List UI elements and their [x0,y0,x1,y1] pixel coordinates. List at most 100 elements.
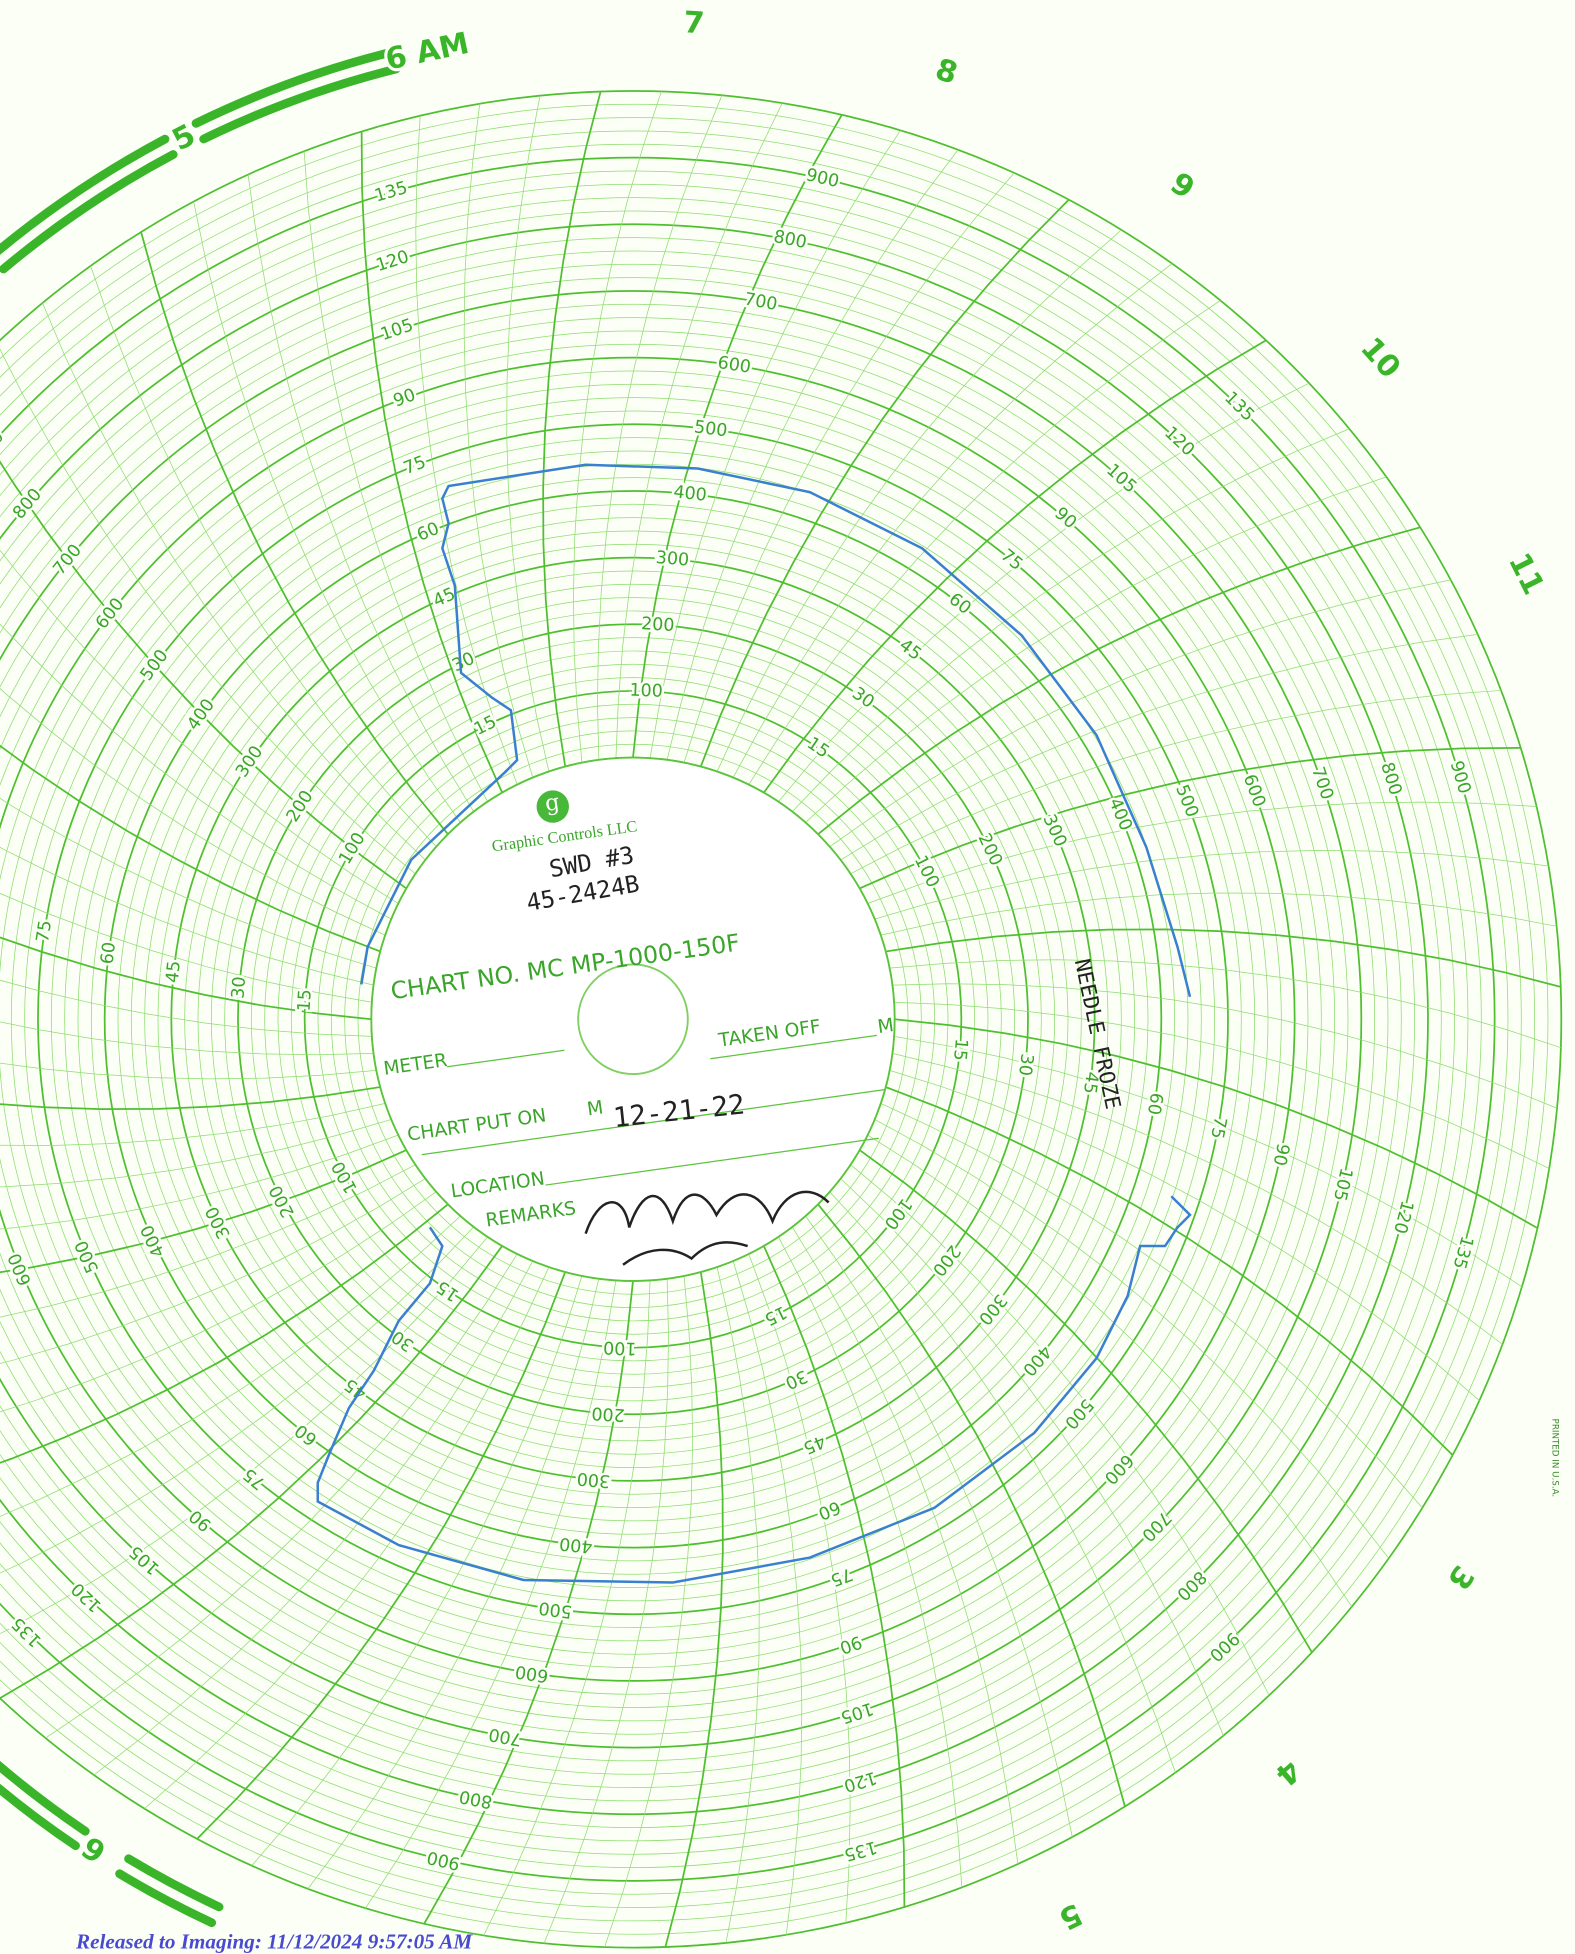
scale-label: 60 [98,941,121,966]
scale-label: 45 [163,960,185,984]
ring-minor [224,610,1042,1428]
ring-minor [290,677,976,1362]
ring-major [103,490,1163,1549]
ring-minor [77,463,1189,1575]
time-line-major [763,1245,906,1907]
time-line-minor [303,151,488,802]
hour-band [0,150,178,274]
ring-minor [0,184,1469,1855]
ring-minor [277,663,989,1375]
ring-major [0,356,1296,1682]
time-line-major [0,744,381,953]
time-line-minor [778,1236,963,1888]
time-line-minor [829,579,1451,847]
time-line-minor [840,633,1478,861]
time-line-minor [791,1226,1019,1865]
time-line-minor [415,115,518,785]
taken-off-m: M [876,1015,895,1038]
time-line-major [0,460,407,890]
ring-minor [0,170,1482,1868]
time-line-minor [365,1280,617,1909]
time-line-minor [463,103,534,778]
hour-band [0,1760,90,1836]
hour-band [0,134,170,255]
ring-minor [50,437,1216,1602]
time-line-minor [0,1119,392,1188]
time-line-minor [778,382,1310,802]
scale-label: 200 [641,614,675,636]
ring-minor [0,104,1549,1935]
ring-minor [10,397,1256,1642]
time-line-minor [251,1275,583,1866]
scale-label: 500 [538,1597,574,1621]
footer: Released to Imaging: 11/12/2024 9:57:05 … [75,1930,473,1954]
hour-band [0,1783,80,1851]
ring-major [37,423,1229,1616]
time-line-minor [573,91,662,763]
time-line-minor [748,1253,851,1923]
time-line-major [885,928,1561,988]
ring-minor [210,597,1056,1442]
chart-put-on-m: M [586,1097,605,1120]
time-line-minor [0,1191,437,1413]
time-line-minor [892,983,1558,1109]
time-line-major [664,1271,724,1948]
ring-minor [317,703,949,1335]
time-line-minor [892,1053,1503,1345]
ring-minor [0,304,1349,1735]
time-line-minor [0,1178,426,1364]
time-line-minor [0,1021,374,1056]
time-line-major [0,1149,407,1274]
ring-minor [330,717,936,1322]
time-line-minor [42,302,426,861]
time-line-minor [247,174,475,812]
printed-in: PRINTED IN U.S.A. [1550,1419,1560,1498]
scale-label: 30 [1014,1052,1036,1076]
time-line-minor [880,892,1557,936]
center-hole [577,963,689,1076]
time-line-minor [0,549,399,904]
time-line-minor [805,476,1387,823]
time-line-minor [604,1275,693,1948]
time-line-minor [93,1260,534,1776]
time-line-minor [0,1103,386,1146]
time-line-minor [867,1134,1353,1607]
ring-minor [344,730,922,1308]
time-line-minor [597,95,723,760]
time-line-major [817,1203,1126,1807]
time-line-minor [0,1236,488,1635]
ring-minor [0,210,1442,1828]
time-line-minor [880,1103,1423,1508]
time-line-minor [0,893,372,1003]
time-line-minor [889,959,1562,1049]
signature [584,1190,830,1266]
ring-minor [197,583,1069,1455]
time-line-minor [829,1191,1176,1773]
time-line-major [699,199,1070,767]
time-line-minor [307,1278,600,1889]
time-line-minor [748,300,1221,785]
ring-minor [130,517,1136,1522]
logo-circle [536,790,569,823]
time-line-minor [543,1278,669,1944]
ring-major [0,290,1362,1749]
ring-minor [0,130,1522,1908]
ring-minor [0,277,1375,1762]
ring-minor [90,477,1176,1562]
time-line-minor [0,348,416,875]
time-line-minor [483,1280,651,1936]
time-line-minor [0,797,377,969]
put-on-line [421,1089,885,1156]
time-line-minor [0,846,374,986]
time-line-minor [45,1253,518,1739]
ring-minor [357,743,909,1295]
ring-minor [264,650,1002,1388]
location-line [545,1137,879,1186]
time-line-major [423,1280,634,1925]
hour-label: 7 [682,5,705,41]
time-line-minor [850,1164,1270,1696]
time-line-major [0,936,372,1021]
time-line-minor [0,1062,377,1080]
